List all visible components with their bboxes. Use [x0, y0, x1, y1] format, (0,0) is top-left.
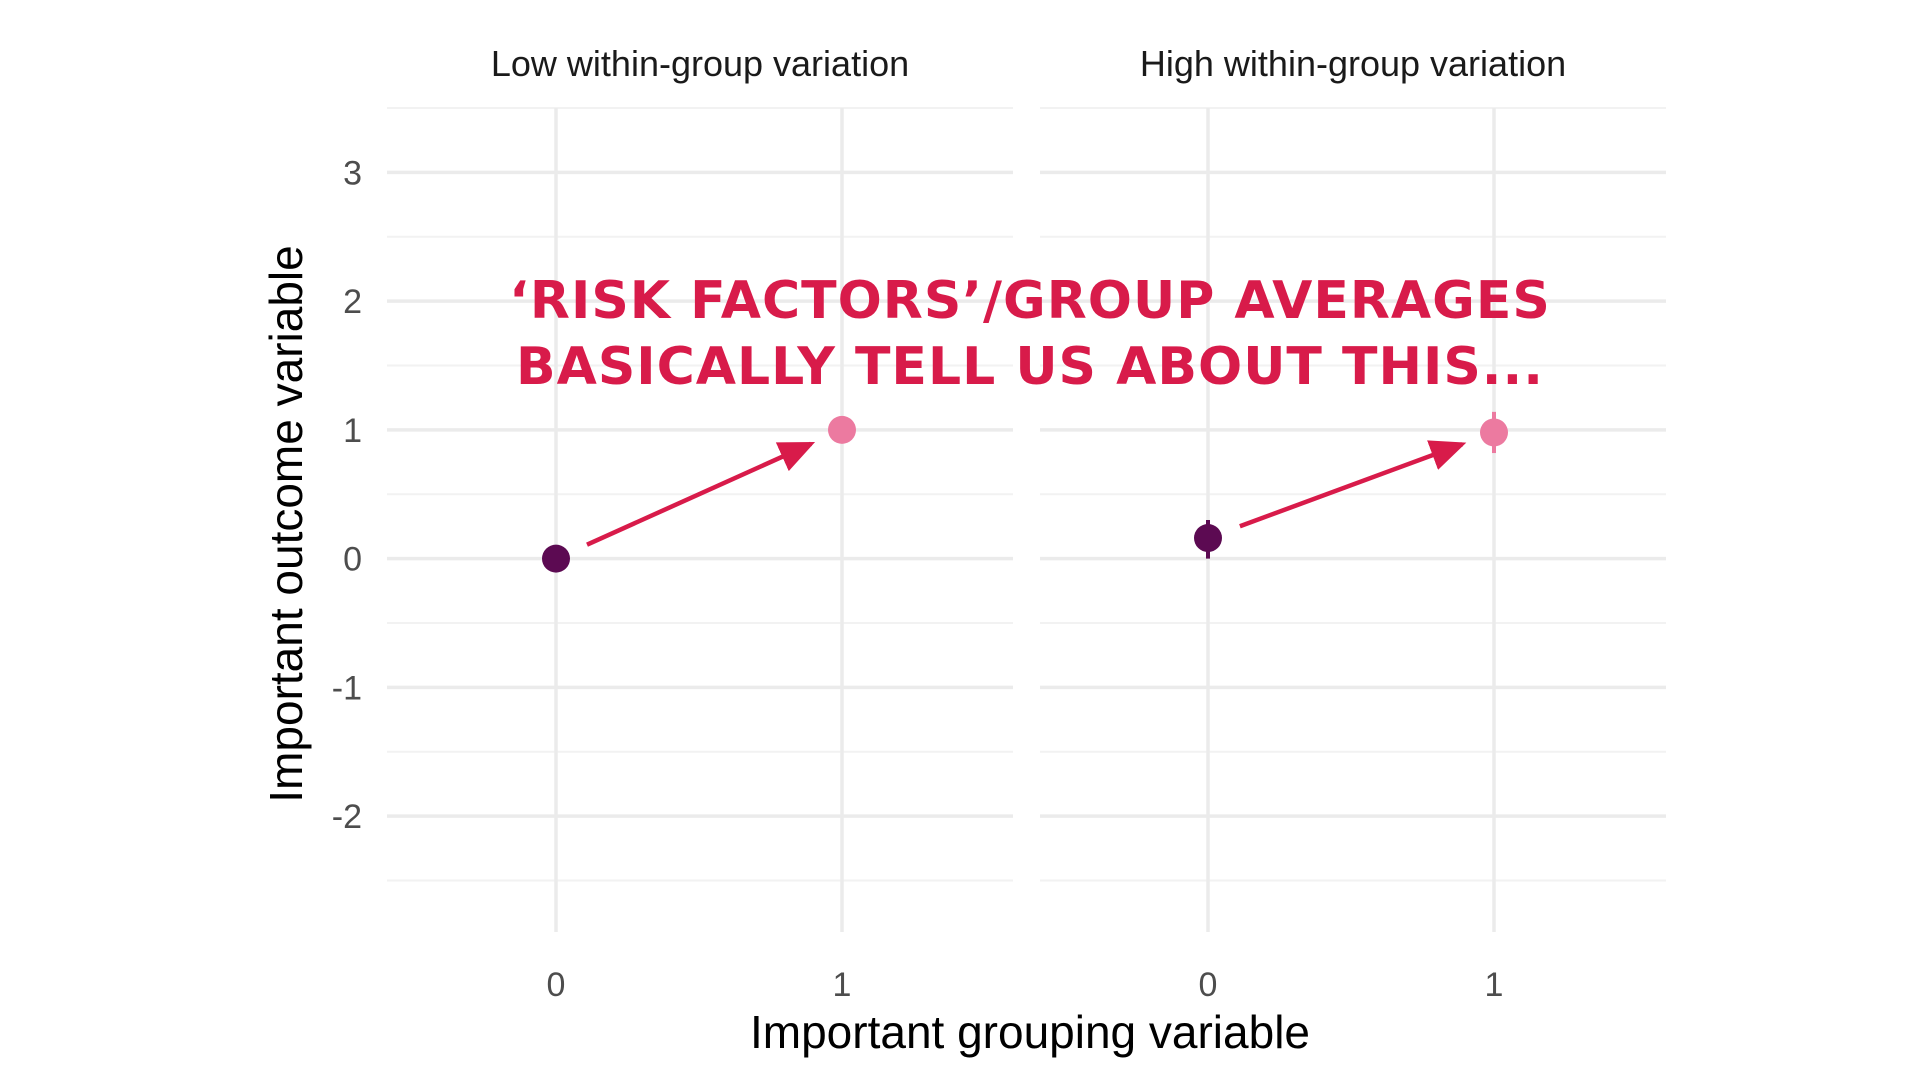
y-tick-label: 0 [343, 541, 362, 579]
mark-layer [542, 411, 1508, 573]
panel-1-data-point [828, 415, 856, 444]
y-tick-label: 2 [343, 283, 362, 321]
annotation-callout: ‘RISK FACTORS’/GROUP AVERAGES BASICALLY … [509, 271, 1551, 397]
panel-2-data-point [1194, 524, 1222, 553]
panel-2-data-point [1480, 418, 1508, 447]
panel-2-strip-title: High within-group variation [1140, 43, 1566, 84]
x-axis-title: Important grouping variable [750, 1006, 1310, 1058]
panel-1-x-tick-label: 0 [547, 966, 566, 1004]
annotation-line-1: ‘RISK FACTORS’/GROUP AVERAGES [509, 271, 1551, 331]
panel-1-data-point [542, 544, 570, 573]
panel-2-arrow [1239, 440, 1467, 529]
grid-layer [387, 107, 1666, 932]
panel-1-strip-title: Low within-group variation [491, 43, 909, 84]
panel-2-x-tick-label: 0 [1199, 966, 1218, 1004]
y-tick-label: 3 [343, 154, 362, 192]
panel-2-x-tick-label: 1 [1485, 966, 1504, 1004]
text-layer: Low within-group variation 0 1 High within-… [332, 43, 1566, 1004]
y-tick-label: -2 [332, 798, 362, 836]
y-tick-label: 1 [343, 412, 362, 450]
y-tick-label: -1 [332, 669, 362, 707]
panel-1-arrow [586, 441, 816, 547]
annotation-line-2: BASICALLY TELL US ABOUT THIS... [516, 337, 1544, 397]
y-axis-title: Important outcome variable [260, 245, 312, 802]
panel-1-x-tick-label: 1 [833, 966, 852, 1004]
